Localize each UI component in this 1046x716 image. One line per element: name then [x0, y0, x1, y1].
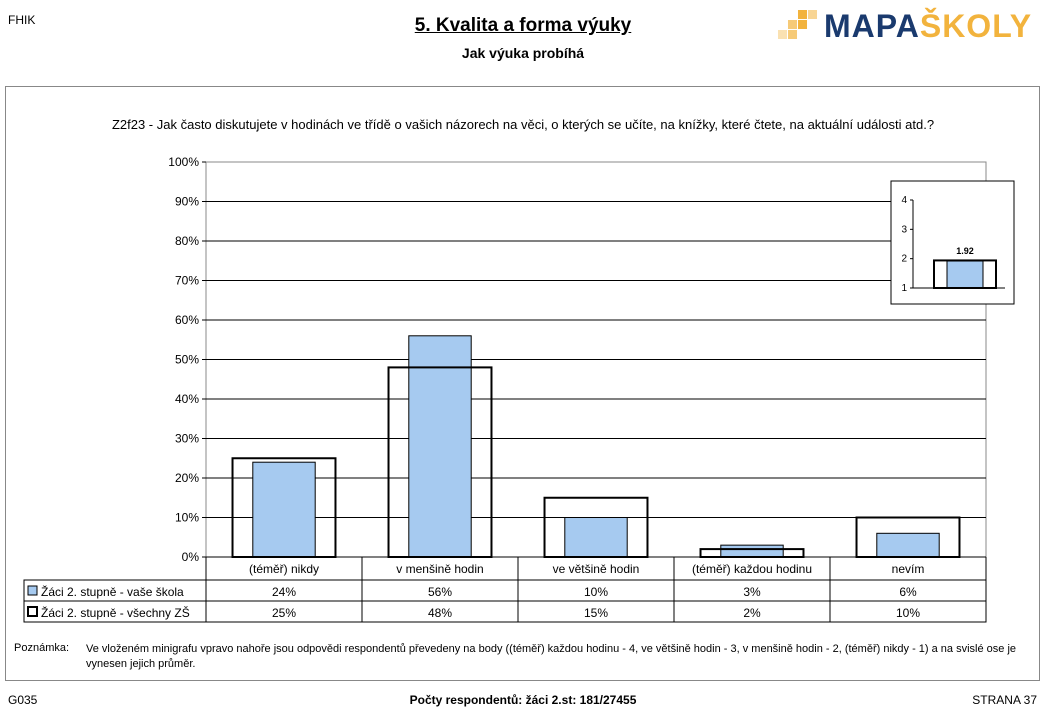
legend-key-vsechny-zs — [27, 606, 38, 617]
data-label-vase-skola: 24% — [272, 585, 296, 599]
bar-vsechny-zs — [543, 496, 649, 558]
note-label: Poznámka: — [14, 642, 70, 654]
respondent-count: Počty respondentů: žáci 2.st: 181/27455 — [409, 693, 637, 707]
category-label: (téměř) nikdy — [249, 562, 319, 576]
y-tick-label: 10% — [175, 511, 199, 525]
data-label-vsechny-zs: 10% — [896, 606, 920, 620]
y-tick-label: 30% — [175, 432, 199, 446]
data-label-vsechny-zs: 15% — [584, 606, 608, 620]
page-title: 5. Kvalita a forma výuky — [414, 15, 632, 36]
bar-vsechny-zs — [387, 366, 493, 558]
bar-vsechny-zs — [231, 457, 337, 558]
data-label-vase-skola: 10% — [584, 585, 608, 599]
bar-vase-skola — [252, 461, 316, 558]
category-label: v menšině hodin — [396, 562, 483, 576]
y-tick-label: 0% — [182, 550, 200, 564]
inset-y-tick-label: 2 — [901, 254, 907, 265]
data-label-vsechny-zs: 25% — [272, 606, 296, 620]
data-label-vase-skola: 56% — [428, 585, 452, 599]
chart-frame — [5, 86, 1040, 681]
legend-label-vsechny-zs: Žáci 2. stupně - všechny ZŠ — [41, 605, 190, 620]
data-label-vsechny-zs: 48% — [428, 606, 452, 620]
bar-vase-skola — [564, 517, 628, 558]
inset-y-tick-label: 3 — [901, 224, 907, 235]
data-label-vase-skola: 6% — [899, 585, 917, 599]
y-tick-label: 90% — [175, 195, 199, 209]
note-text: Ve vloženém minigrafu vpravo nahoře jsou… — [86, 643, 1017, 670]
category-label: ve většině hodin — [553, 562, 640, 576]
y-tick-label: 80% — [175, 234, 199, 248]
bar-vase-skola — [408, 335, 472, 558]
bar-vase-skola — [720, 544, 784, 558]
category-label: (téměř) každou hodinu — [692, 562, 812, 576]
data-label-vsechny-zs: 2% — [743, 606, 761, 620]
y-tick-label: 100% — [168, 155, 199, 169]
y-tick-label: 50% — [175, 353, 199, 367]
page-number: STRANA 37 — [972, 693, 1037, 707]
y-tick-label: 60% — [175, 313, 199, 327]
y-tick-label: 20% — [175, 471, 199, 485]
inset-bar-vsechny-zs — [933, 259, 997, 289]
inset-y-tick-label: 4 — [901, 195, 907, 206]
bar-vsechny-zs — [855, 516, 961, 558]
page-subtitle: Jak výuka probíhá — [461, 45, 585, 61]
bar-vsechny-zs — [699, 548, 805, 558]
legend-key-vase-skola — [27, 585, 38, 596]
category-label: nevím — [892, 562, 925, 576]
mapaskoly-logo: MAPAŠKOLY — [778, 8, 1033, 44]
y-tick-label: 70% — [175, 274, 199, 288]
inset-bar-vase-skola — [946, 260, 984, 289]
data-label-vase-skola: 3% — [743, 585, 761, 599]
page-code: FHIK — [8, 13, 36, 27]
legend-label-vase-skola: Žáci 2. stupně - vaše škola — [41, 584, 184, 599]
footer-code: G035 — [8, 693, 38, 707]
inset-y-tick-label: 1 — [901, 283, 907, 294]
bar-vase-skola — [876, 532, 940, 558]
inset-data-label: 1.92 — [956, 246, 974, 256]
question-text: Z2f23 - Jak často diskutujete v hodinách… — [111, 117, 935, 132]
y-tick-label: 40% — [175, 392, 199, 406]
